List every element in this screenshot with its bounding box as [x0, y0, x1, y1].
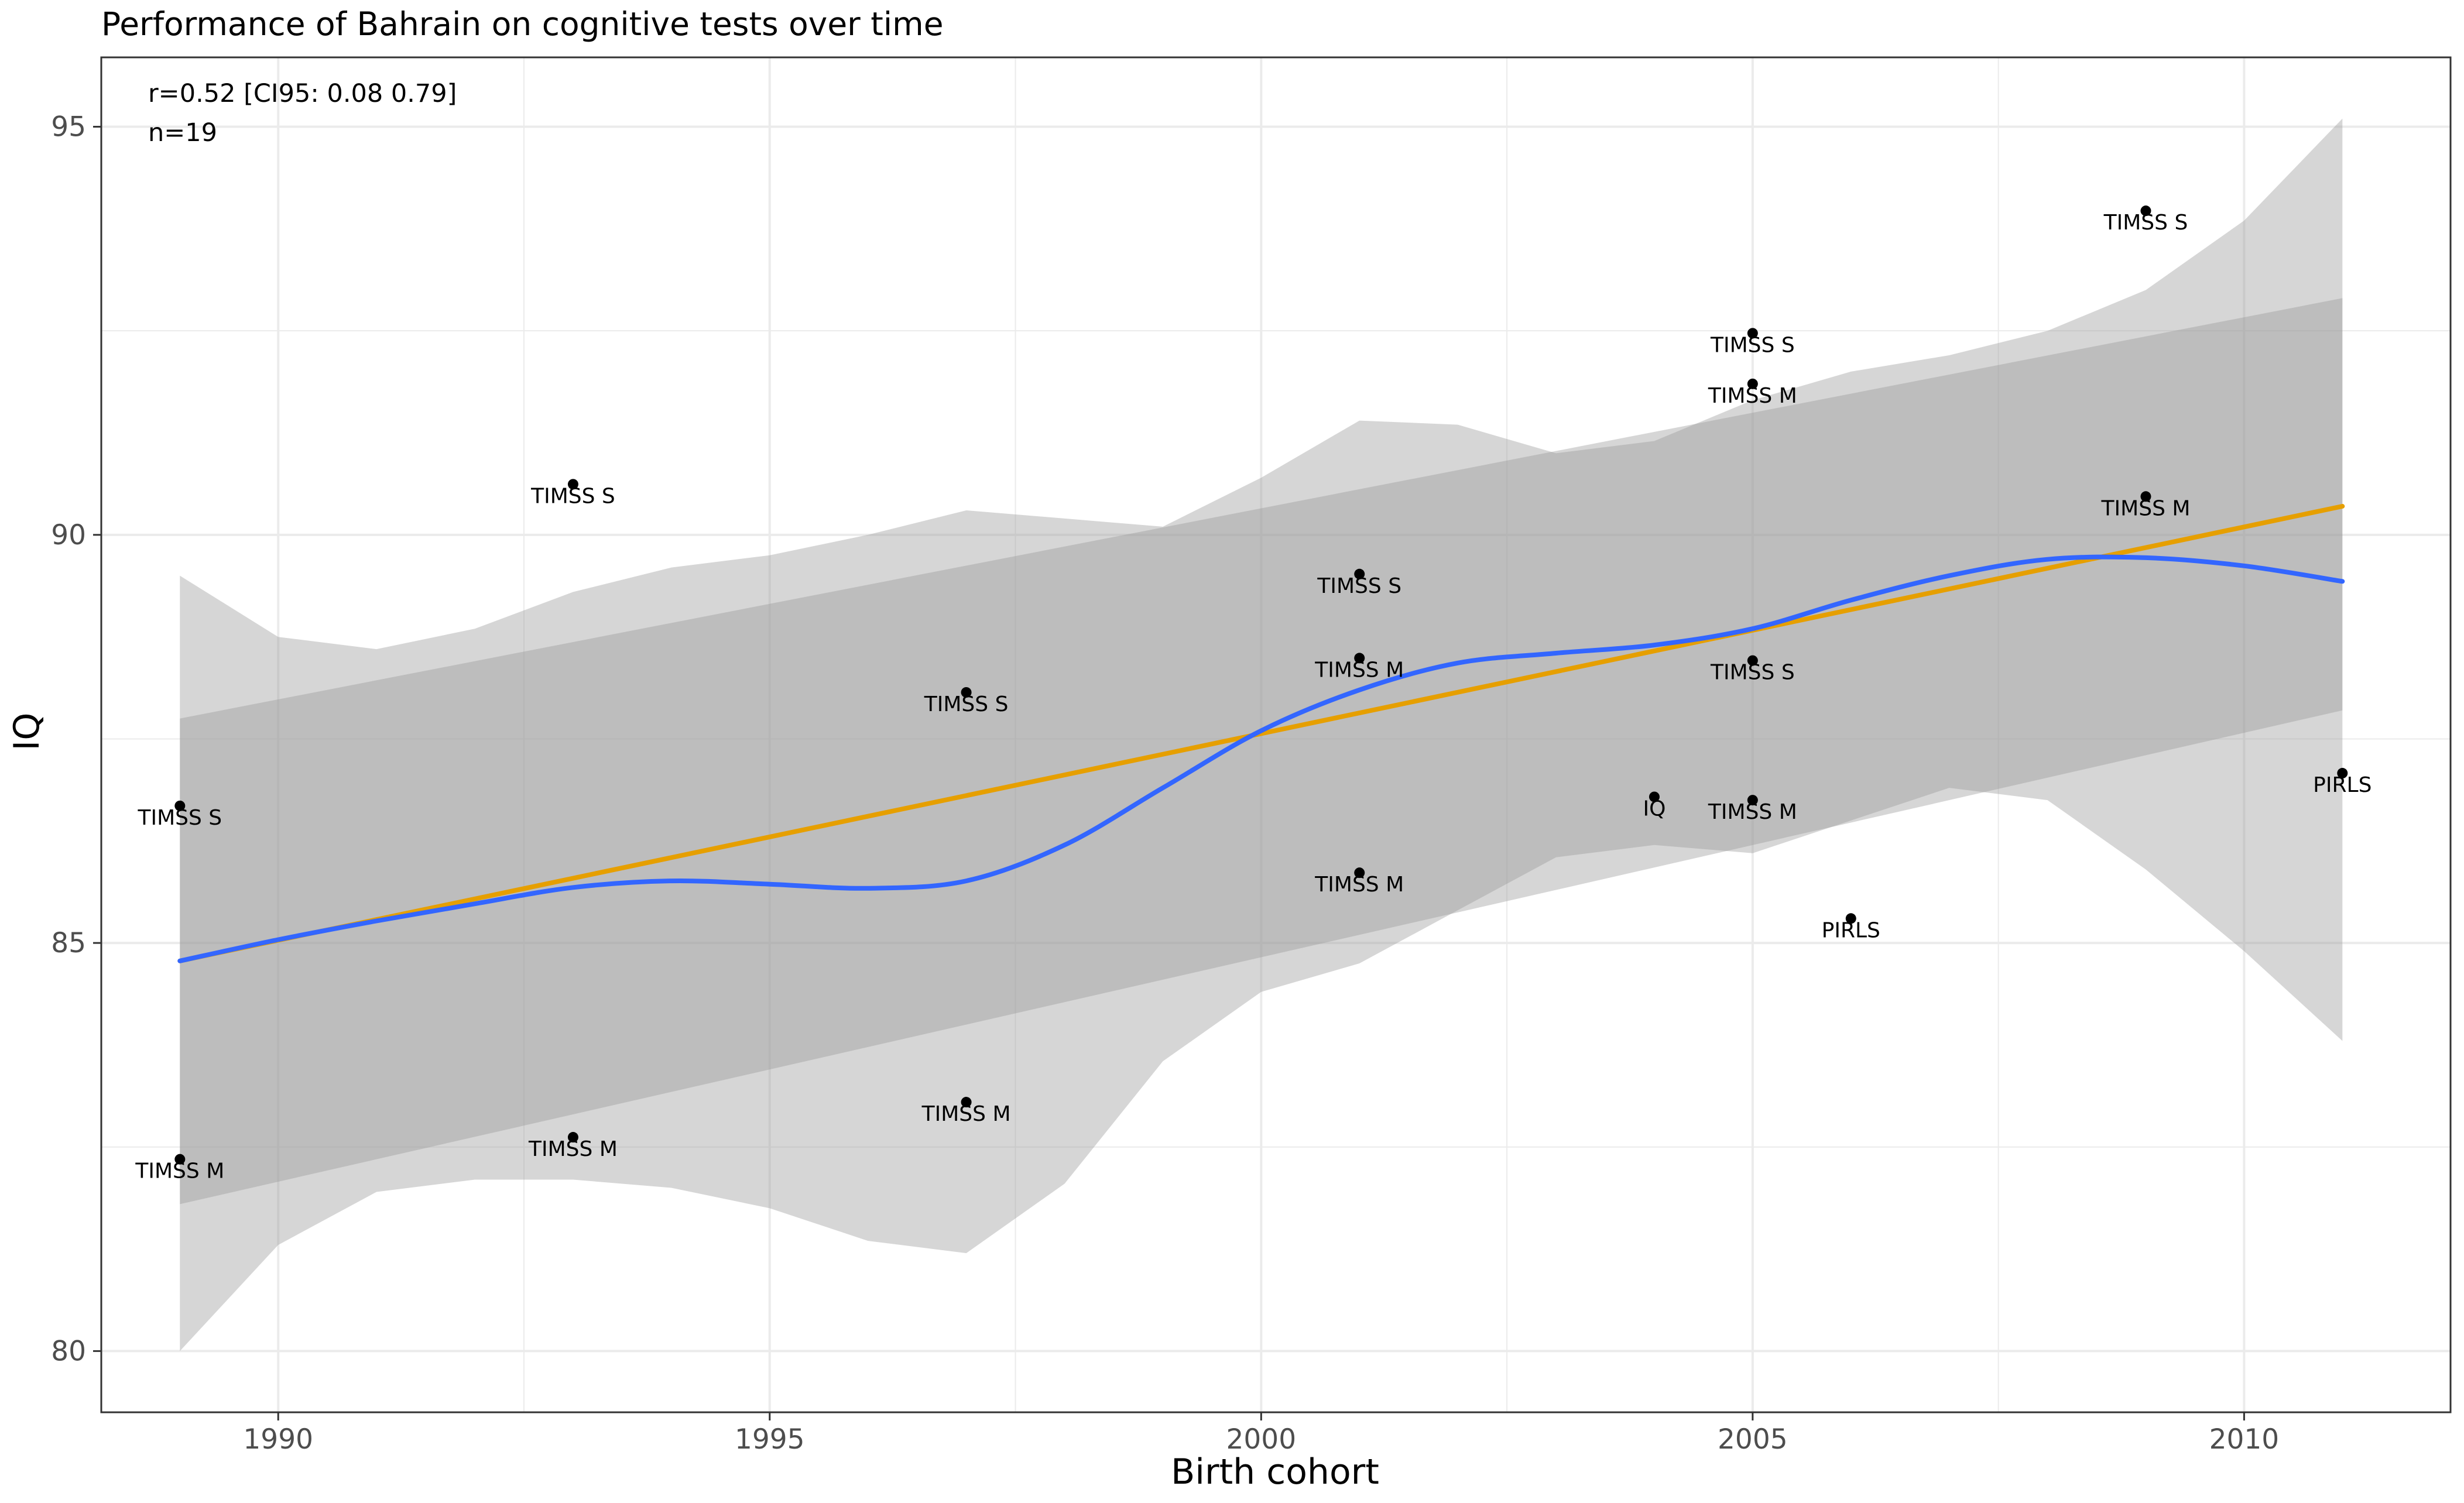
point-label: TIMSS M	[1708, 384, 1797, 408]
data-point	[1354, 653, 1365, 664]
y-axis-title: IQ	[6, 713, 47, 751]
point-label: PIRLS	[1822, 918, 1880, 942]
y-tick-label: 80	[51, 1335, 86, 1367]
data-point	[174, 1154, 186, 1165]
annotation-correlation: r=0.52 [CI95: 0.08 0.79]	[148, 79, 457, 108]
data-point	[961, 687, 972, 698]
point-label: TIMSS M	[921, 1102, 1011, 1126]
data-point	[1845, 913, 1856, 924]
data-point	[1354, 867, 1365, 879]
point-label: TIMSS M	[1314, 873, 1404, 897]
x-tick-label: 2005	[1718, 1423, 1788, 1456]
point-label: TIMSS S	[137, 806, 222, 830]
linear-confidence-band	[180, 298, 2343, 1205]
point-label: TIMSS S	[1710, 333, 1795, 357]
point-label: TIMSS M	[1314, 658, 1404, 682]
point-labels: TIMSS S TIMSS M TIMSS S TIMSS M TIMSS S TIMSS…	[135, 211, 2372, 1183]
point-label: TIMSS S	[530, 484, 615, 508]
point-label: TIMSS M	[1708, 800, 1797, 824]
loess-fit-line	[177, 554, 2345, 963]
data-point	[567, 1132, 578, 1143]
annotation-n: n=19	[148, 118, 217, 147]
fit-lines	[177, 504, 2345, 963]
data-point	[174, 800, 186, 811]
point-label: IQ	[1643, 797, 1665, 821]
point-label: TIMSS S	[2103, 211, 2188, 235]
data-point	[2140, 491, 2151, 502]
data-point	[961, 1097, 972, 1108]
x-tick-label: 2010	[2209, 1423, 2280, 1456]
data-point	[567, 479, 578, 490]
x-tick-label: 1990	[243, 1423, 313, 1456]
data-point	[1354, 568, 1365, 579]
x-axis-title: Birth cohort	[1171, 1451, 1379, 1492]
point-label: TIMSS S	[924, 692, 1009, 716]
data-point	[1747, 378, 1758, 389]
panel-border	[100, 56, 2452, 1413]
chart-title: Performance of Bahrain on cognitive test…	[101, 5, 944, 43]
x-tick-label: 2000	[1226, 1423, 1297, 1456]
point-label: TIMSS S	[1710, 661, 1795, 685]
data-point	[1747, 795, 1758, 806]
point-label: TIMSS S	[1317, 574, 1401, 598]
x-tick-label: 1995	[735, 1423, 805, 1456]
axes: 1990 1995 2000 2005 2010 80 85 90 95	[51, 111, 2279, 1456]
y-tick-label: 90	[51, 519, 86, 551]
point-label: TIMSS M	[2101, 496, 2191, 520]
data-point	[1747, 655, 1758, 666]
point-label: TIMSS M	[528, 1137, 618, 1161]
data-points	[174, 205, 2348, 1165]
point-label: TIMSS M	[135, 1159, 224, 1183]
point-label: PIRLS	[2313, 773, 2372, 797]
data-point	[1747, 328, 1758, 339]
y-tick-label: 95	[51, 111, 86, 143]
y-tick-label: 85	[51, 927, 86, 959]
data-point	[2140, 205, 2151, 217]
data-point	[2337, 768, 2348, 779]
data-point	[1649, 791, 1660, 802]
